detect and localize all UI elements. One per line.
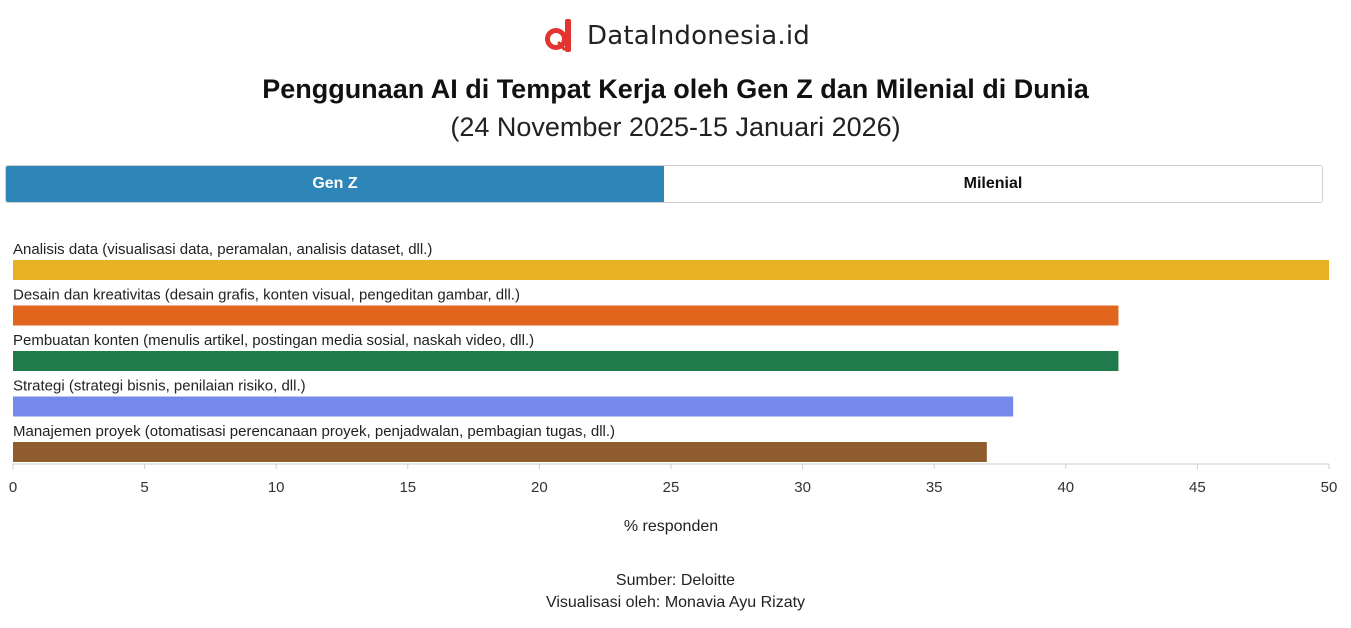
x-tick-label: 35 bbox=[926, 479, 943, 496]
chart-title: Penggunaan AI di Tempat Kerja oleh Gen Z… bbox=[262, 74, 1089, 104]
credit-note: Visualisasi oleh: Monavia Ayu Rizaty bbox=[545, 594, 806, 611]
brand-header: DataIndonesia.id bbox=[0, 18, 1351, 54]
x-tick-label: 25 bbox=[663, 479, 680, 496]
source-note: Sumber: Deloitte bbox=[615, 572, 736, 589]
bar bbox=[13, 396, 1014, 417]
chart-subtitle: (24 November 2025-15 Januari 2026) bbox=[450, 112, 901, 142]
bar-label: Analisis data (visualisasi data, peramal… bbox=[13, 241, 432, 258]
x-axis-title: % responden bbox=[624, 518, 718, 535]
x-tick-label: 20 bbox=[531, 479, 548, 496]
bar bbox=[13, 442, 987, 462]
bar bbox=[13, 351, 1119, 371]
footer: Sumber: Deloitte Visualisasi oleh: Monav… bbox=[0, 570, 1351, 614]
x-tick-label: 30 bbox=[794, 479, 811, 496]
bar-label: Strategi (strategi bisnis, penilaian ris… bbox=[13, 378, 306, 395]
x-tick-label: 40 bbox=[1057, 479, 1074, 496]
bar bbox=[13, 305, 1119, 326]
bar bbox=[13, 260, 1329, 280]
dataindonesia-logo-icon bbox=[544, 19, 571, 52]
x-tick-label: 10 bbox=[268, 479, 285, 496]
bar-label: Desain dan kreativitas (desain grafis, k… bbox=[13, 287, 520, 304]
brand-name: DataIndonesia.id bbox=[586, 21, 810, 51]
x-tick-label: 5 bbox=[140, 479, 148, 496]
tab-gen-z[interactable]: Gen Z bbox=[6, 166, 664, 202]
x-tick-label: 50 bbox=[1321, 479, 1338, 496]
x-tick-label: 15 bbox=[399, 479, 416, 496]
bar-chart: Analisis data (visualisasi data, peramal… bbox=[9, 241, 1338, 535]
x-tick-label: 45 bbox=[1189, 479, 1206, 496]
bar-label: Manajemen proyek (otomatisasi perencanaa… bbox=[13, 423, 615, 440]
generation-tabs: Gen Z Milenial bbox=[5, 165, 1323, 203]
tab-milenial[interactable]: Milenial bbox=[664, 166, 1322, 202]
bar-label: Pembuatan konten (menulis artikel, posti… bbox=[13, 332, 534, 349]
x-tick-label: 0 bbox=[9, 479, 17, 496]
